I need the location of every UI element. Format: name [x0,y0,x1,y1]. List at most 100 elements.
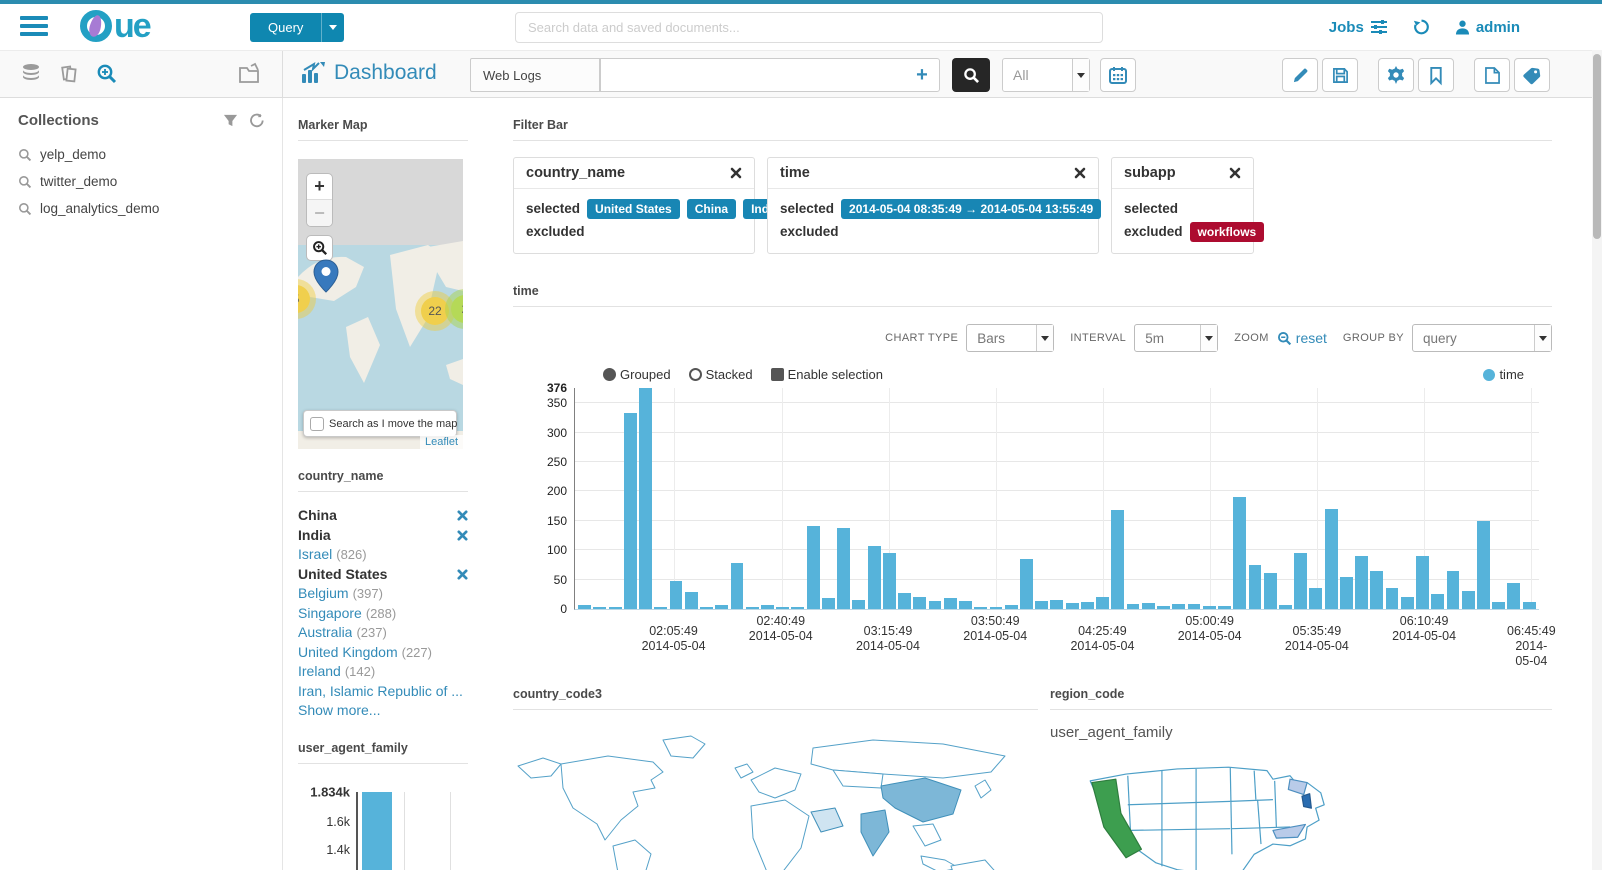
time-chart-bar[interactable] [913,597,926,609]
calendar-button[interactable] [1100,58,1136,92]
hamburger-menu-icon[interactable] [20,16,48,37]
time-chart-bar[interactable] [1020,559,1033,609]
time-chart-bar[interactable] [731,563,744,609]
time-chart-bar[interactable] [1401,597,1414,609]
facet-item[interactable]: Israel (826) [298,545,468,565]
time-chart-bar[interactable] [791,607,804,609]
time-chart-bar[interactable] [1188,604,1201,609]
time-chart-bar[interactable] [715,605,728,609]
time-chart-bar[interactable] [654,607,667,609]
facet-item-label[interactable]: United States [298,565,387,585]
us-states-map[interactable] [1050,745,1390,870]
series-legend[interactable]: time [1483,367,1524,382]
add-filter-button[interactable]: + [905,64,939,87]
time-chart-bar[interactable] [1447,571,1460,609]
tags-button[interactable] [1514,58,1550,92]
time-chart-bar[interactable] [1355,556,1368,609]
time-chart-bar[interactable] [1370,571,1383,609]
time-chart-bar[interactable] [1127,604,1140,609]
facet-item[interactable]: Singapore (288) [298,604,468,624]
time-chart-bar[interactable] [852,600,865,609]
facet-item[interactable]: United Kingdom (227) [298,643,468,663]
time-chart-bar[interactable] [1462,591,1475,609]
facet-remove-icon[interactable] [457,510,468,521]
time-chart-bar[interactable] [807,526,820,609]
facet-item[interactable]: United States [298,565,468,585]
documents-copy-icon[interactable] [58,63,80,85]
open-folder-icon[interactable] [238,63,262,85]
time-chart-bar[interactable] [1035,601,1048,609]
map-marker-pin[interactable] [313,259,339,298]
facet-item[interactable]: Belgium (397) [298,584,468,604]
facet-item[interactable]: Iran, Islamic Republic of ... [298,682,468,702]
leaflet-attribution-link[interactable]: Leaflet [420,435,463,449]
collection-item[interactable]: twitter_demo [18,168,264,195]
facet-item[interactable]: China [298,506,468,526]
history-button[interactable] [1412,18,1431,36]
filter-card-close-icon[interactable] [730,167,742,179]
time-chart-bar[interactable] [1279,605,1292,609]
time-chart-bar[interactable] [761,605,774,609]
facet-item-label[interactable]: Show more... [298,701,380,721]
time-chart-bar[interactable] [1507,583,1520,609]
zoom-in-assist-icon[interactable] [96,63,118,85]
jobs-link[interactable]: Jobs [1329,19,1388,36]
time-chart-bar[interactable] [1416,556,1429,609]
grouped-radio[interactable]: Grouped [603,367,671,382]
time-chart-bar[interactable] [1066,603,1079,609]
facet-item-label[interactable]: Belgium [298,584,349,604]
facet-item[interactable]: India [298,526,468,546]
search-as-move-checkbox[interactable] [310,417,324,431]
user-agent-family-chart[interactable]: 1.834k1.6k1.4k [298,792,468,870]
facet-item[interactable]: Australia (237) [298,623,468,643]
selected-filter-pill[interactable]: 2014-05-04 08:35:49 → 2014-05-04 13:55:4… [841,199,1101,219]
query-dropdown-caret[interactable] [321,13,344,42]
time-chart-bar[interactable] [624,413,637,609]
time-chart-bar[interactable] [1386,588,1399,609]
facet-item-label[interactable]: India [298,526,331,546]
time-chart-bar[interactable] [670,581,683,609]
facet-remove-icon[interactable] [457,569,468,580]
database-icon[interactable] [20,63,42,85]
filter-card-close-icon[interactable] [1229,167,1241,179]
time-chart-plot-area[interactable]: 050100150200250300350376 [574,388,1539,610]
time-chart-bar[interactable] [837,528,850,609]
time-chart-bar[interactable] [1005,605,1018,609]
dashboard-search-button[interactable] [952,58,990,92]
hue-logo[interactable]: ue [80,10,150,42]
dashboard-query-input[interactable] [601,59,905,91]
user-menu[interactable]: admin [1455,19,1520,36]
user-agent-bar[interactable] [362,792,392,870]
time-chart-bar[interactable] [776,607,789,609]
excluded-filter-pill[interactable]: workflows [1190,222,1265,242]
collection-item[interactable]: yelp_demo [18,141,264,168]
time-chart-bar[interactable] [1309,588,1322,609]
bookmark-button[interactable] [1418,58,1454,92]
world-map[interactable] [513,728,1018,870]
time-chart-bar[interactable] [1264,573,1277,609]
time-chart-bar[interactable] [1218,606,1231,609]
selected-filter-pill[interactable]: United States [587,199,680,219]
time-chart-bar[interactable] [1157,606,1170,609]
time-chart-bar[interactable] [578,605,591,609]
interval-select[interactable]: 5m [1134,324,1218,352]
edit-button[interactable] [1282,58,1318,92]
facet-item-label[interactable]: China [298,506,337,526]
facet-show-more[interactable]: Show more... [298,701,468,721]
page-scrollbar[interactable] [1592,50,1602,870]
time-chart-bar[interactable] [746,607,759,609]
time-chart-bar[interactable] [1340,577,1353,609]
scrollbar-thumb[interactable] [1593,54,1601,239]
facet-item-label[interactable]: Iran, Islamic Republic of ... [298,682,463,702]
time-chart-bar[interactable] [974,607,987,609]
new-document-button[interactable] [1474,58,1510,92]
query-button-label[interactable]: Query [250,13,321,42]
refresh-icon[interactable] [248,113,264,128]
marker-map-widget[interactable]: + − 5 22 2 Search as I move the map [298,159,463,449]
facet-item-label[interactable]: Israel [298,545,332,565]
time-chart-bar[interactable] [1325,509,1338,609]
facet-item-label[interactable]: United Kingdom [298,643,398,663]
zoom-reset-link[interactable]: reset [1277,330,1327,346]
enable-selection-checkbox[interactable]: Enable selection [771,367,883,382]
time-chart-bar[interactable] [1172,604,1185,609]
